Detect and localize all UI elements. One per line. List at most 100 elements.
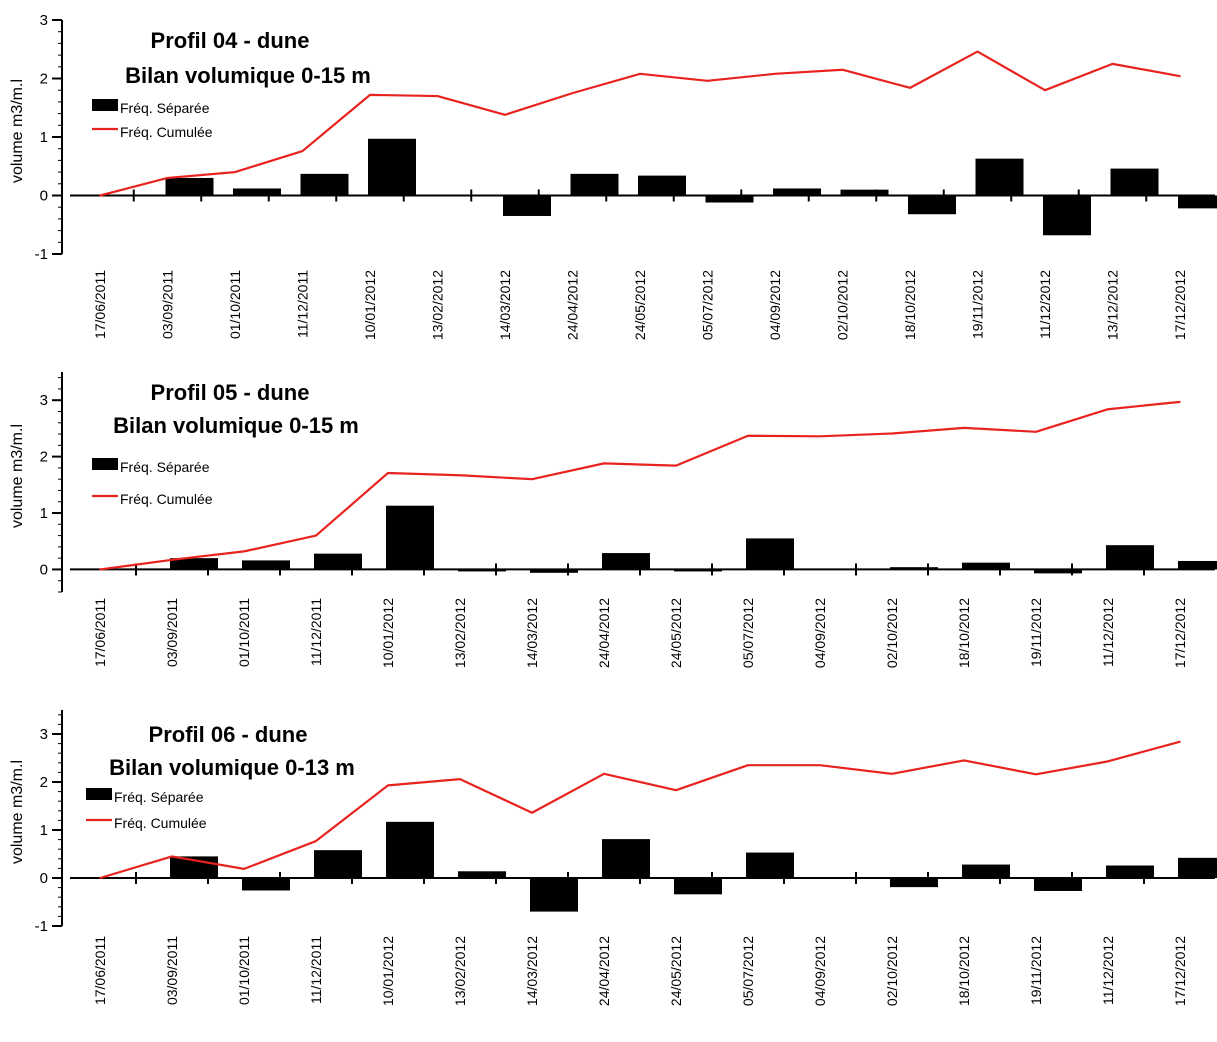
cumulative-point <box>99 194 101 197</box>
cumulative-point <box>1035 773 1037 776</box>
cumulative-point <box>675 789 677 791</box>
x-category-label: 02/10/2012 <box>884 936 900 1006</box>
bar-11-12-2011 <box>314 553 362 570</box>
cumulative-point <box>369 94 371 96</box>
y-tick-label: 1 <box>40 822 48 839</box>
bar-11-12-2012 <box>1106 545 1154 570</box>
x-category-label: 05/07/2012 <box>740 936 756 1006</box>
cumulative-point <box>504 113 506 116</box>
bar-04-09-2012 <box>773 188 821 196</box>
x-category-label: 11/12/2012 <box>1037 270 1053 339</box>
cumulative-point <box>891 432 893 435</box>
x-category-label: 10/01/2012 <box>380 598 396 668</box>
cumulative-point <box>171 559 173 561</box>
legend-swatch-bar <box>86 788 112 800</box>
legend-swatch-bar <box>92 99 118 111</box>
bar-19-11-2012 <box>975 158 1024 196</box>
cumulative-point <box>387 784 389 787</box>
cumulative-point <box>387 472 389 474</box>
x-category-label: 18/10/2012 <box>902 270 918 340</box>
bar-24-04-2012 <box>602 553 650 570</box>
x-category-label: 17/06/2011 <box>92 270 108 339</box>
chart-title: Profil 06 - dune <box>149 722 308 747</box>
x-category-label: 02/10/2012 <box>835 270 851 340</box>
cumulative-point <box>819 764 821 766</box>
x-category-label: 14/03/2012 <box>524 598 540 668</box>
bar-01-10-2011 <box>242 878 290 891</box>
x-category-label: 01/10/2011 <box>236 598 252 667</box>
bar-03-09-2011 <box>170 558 218 570</box>
x-category-label: 10/01/2012 <box>362 270 378 340</box>
y-tick-label: 3 <box>40 392 48 409</box>
chart-subtitle: Bilan volumique 0-13 m <box>109 755 355 780</box>
bar-24-04-2012 <box>570 173 619 196</box>
cumulative-point <box>1044 89 1046 91</box>
x-category-label: 05/07/2012 <box>700 270 716 340</box>
bar-18-10-2012 <box>908 195 956 215</box>
legend-label-line: Fréq. Cumulée <box>120 491 213 507</box>
x-category-label: 02/10/2012 <box>884 598 900 668</box>
x-category-label: 24/04/2012 <box>565 270 581 340</box>
bar-13-02-2012 <box>458 569 506 572</box>
bar-17-12-2012 <box>1178 857 1217 878</box>
bar-17-12-2012 <box>1178 195 1217 209</box>
cumulative-point <box>531 811 533 814</box>
x-category-label: 01/10/2011 <box>236 936 252 1005</box>
bar-24-05-2012 <box>674 878 722 895</box>
cumulative-point <box>747 764 749 766</box>
chart-title: Profil 05 - dune <box>151 380 310 405</box>
x-category-label: 04/09/2012 <box>767 270 783 340</box>
cumulative-point <box>1179 401 1181 403</box>
chart-profil-06: -1 0 1 2 3 volume m3/m.l 17/06/2011 03/09/2011 0… <box>9 710 1217 1006</box>
legend-label-bar: Fréq. Séparée <box>120 100 210 116</box>
x-category-label: 24/05/2012 <box>668 598 684 668</box>
bar-14-03-2012 <box>530 569 578 573</box>
cumulative-point <box>891 773 893 775</box>
bar-11-12-2012 <box>1106 865 1154 878</box>
x-category-label: 17/06/2011 <box>92 598 108 667</box>
bar-13-02-2012 <box>458 871 506 878</box>
x-category-label: 14/03/2012 <box>497 270 513 340</box>
bar-18-10-2012 <box>962 562 1010 570</box>
bar-24-04-2012 <box>602 839 650 878</box>
x-category-label: 17/06/2011 <box>92 936 108 1005</box>
bar-05-07-2012 <box>746 852 794 878</box>
cumulative-line <box>99 740 1181 880</box>
y-tick-label: 2 <box>40 774 48 791</box>
x-category-label: 17/12/2012 <box>1172 598 1188 668</box>
bar-01-10-2011 <box>242 560 290 570</box>
x-category-label: 01/10/2011 <box>227 270 243 339</box>
y-axis-label: volume m3/m.l <box>9 424 26 528</box>
x-category-label: 04/09/2012 <box>812 936 828 1006</box>
cumulative-point <box>675 464 677 467</box>
x-category-label: 05/07/2012 <box>740 598 756 668</box>
chart-panel-profil-04: -1 0 1 2 3 volume m3/m.l 17/06/2011 03/09/2011 0… <box>0 0 1217 366</box>
y-tick-label: 2 <box>40 449 48 466</box>
cumulative-point <box>1107 760 1109 763</box>
cumulative-point <box>976 50 979 53</box>
cumulative-point <box>747 434 749 437</box>
bar-14-03-2012 <box>503 195 551 216</box>
y-tick-label: -1 <box>35 246 48 263</box>
cumulative-point <box>243 868 245 870</box>
x-category-label: 17/12/2012 <box>1172 936 1188 1006</box>
x-category-label: 03/09/2011 <box>160 270 176 339</box>
cumulative-point <box>171 855 173 858</box>
cumulative-point <box>774 73 776 75</box>
chart-subtitle: Bilan volumique 0-15 m <box>113 413 359 438</box>
bar-10-01-2012 <box>368 138 416 196</box>
x-category-label: 19/11/2012 <box>1028 936 1044 1005</box>
cumulative-point <box>459 778 461 780</box>
y-tick-label: 2 <box>40 71 48 88</box>
cumulative-point <box>1179 740 1181 743</box>
x-category-label: 11/12/2011 <box>295 270 311 338</box>
bar-10-01-2012 <box>386 505 434 570</box>
chart-title: Profil 04 - dune <box>151 28 310 53</box>
y-tick-label: 3 <box>40 726 48 743</box>
cumulative-point <box>963 759 965 762</box>
x-category-label: 24/04/2012 <box>596 598 612 668</box>
legend-label-bar: Fréq. Séparée <box>114 789 204 805</box>
bar-19-11-2012 <box>1034 569 1082 574</box>
cumulative-point <box>603 462 605 465</box>
bar-05-07-2012 <box>705 195 754 203</box>
